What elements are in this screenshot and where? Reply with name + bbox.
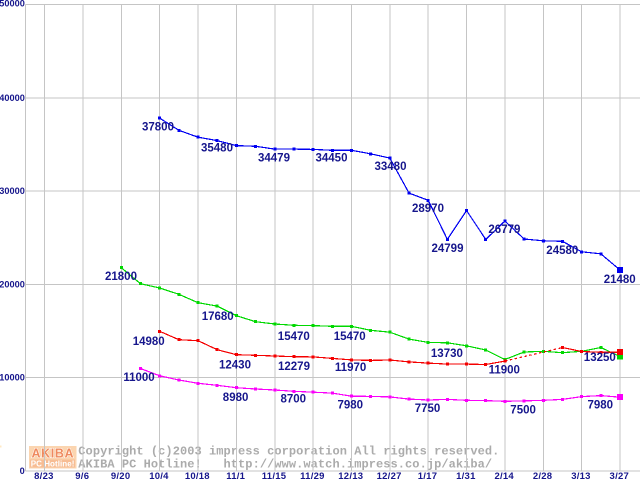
svg-text:34479: 34479 — [258, 153, 290, 165]
svg-text:0: 0 — [20, 466, 25, 476]
svg-text:24799: 24799 — [432, 243, 464, 255]
svg-text:1/17: 1/17 — [418, 471, 438, 480]
svg-text:26779: 26779 — [488, 224, 520, 236]
svg-text:14980: 14980 — [133, 336, 165, 348]
svg-text:34450: 34450 — [316, 153, 348, 165]
svg-text:15470: 15470 — [334, 331, 366, 343]
svg-text:40000: 40000 — [0, 93, 25, 103]
svg-text:28970: 28970 — [412, 203, 444, 215]
svg-text:8700: 8700 — [281, 394, 307, 406]
svg-text:12/27: 12/27 — [377, 471, 402, 480]
svg-text:2/14: 2/14 — [494, 471, 514, 480]
svg-text:7980: 7980 — [338, 400, 364, 412]
svg-text:21800: 21800 — [105, 271, 137, 283]
svg-text:1/31: 1/31 — [456, 471, 476, 480]
svg-text:8/23: 8/23 — [34, 471, 54, 480]
svg-text:3/13: 3/13 — [571, 471, 591, 480]
svg-text:24580: 24580 — [546, 245, 578, 257]
svg-text:11000: 11000 — [123, 372, 154, 384]
svg-text:13250: 13250 — [584, 352, 616, 364]
svg-text:Copyright (c)2003 impress corp: Copyright (c)2003 impress corporation Al… — [78, 445, 499, 459]
svg-text:35480: 35480 — [201, 143, 233, 155]
svg-text:7980: 7980 — [588, 400, 614, 412]
svg-text:15470: 15470 — [278, 331, 310, 343]
svg-text:33480: 33480 — [375, 161, 407, 173]
svg-text:11900: 11900 — [489, 364, 520, 376]
svg-text:AKIBA: AKIBA — [32, 446, 75, 460]
svg-text:12279: 12279 — [278, 361, 310, 373]
svg-text:10/4: 10/4 — [149, 471, 169, 480]
svg-text:12430: 12430 — [219, 360, 251, 372]
svg-text:9/20: 9/20 — [111, 471, 131, 480]
svg-text:11/29: 11/29 — [300, 471, 325, 480]
svg-text:50000: 50000 — [0, 0, 25, 8]
svg-text:13730: 13730 — [431, 348, 463, 360]
svg-text:AKIBA PC Hotline! http://www: AKIBA PC Hotline! http://www.watch.impre… — [78, 458, 492, 472]
svg-text:7500: 7500 — [510, 404, 536, 416]
svg-text:10/18: 10/18 — [185, 471, 210, 480]
svg-text:3/27: 3/27 — [610, 471, 630, 480]
svg-text:11/15: 11/15 — [262, 471, 287, 480]
svg-text:PC Hotline!: PC Hotline! — [31, 459, 75, 468]
svg-text:11970: 11970 — [335, 362, 366, 374]
svg-text:2/28: 2/28 — [533, 471, 553, 480]
svg-text:8980: 8980 — [223, 392, 249, 404]
svg-text:30000: 30000 — [0, 186, 25, 196]
svg-text:37800: 37800 — [142, 122, 174, 134]
svg-text:21480: 21480 — [604, 274, 636, 286]
svg-text:11/1: 11/1 — [226, 471, 245, 480]
svg-text:10000: 10000 — [0, 373, 25, 383]
svg-text:20000: 20000 — [0, 279, 25, 289]
svg-text:12/13: 12/13 — [338, 471, 363, 480]
svg-text:9/6: 9/6 — [75, 471, 89, 480]
svg-text:7750: 7750 — [415, 403, 441, 415]
svg-text:17680: 17680 — [202, 311, 234, 323]
